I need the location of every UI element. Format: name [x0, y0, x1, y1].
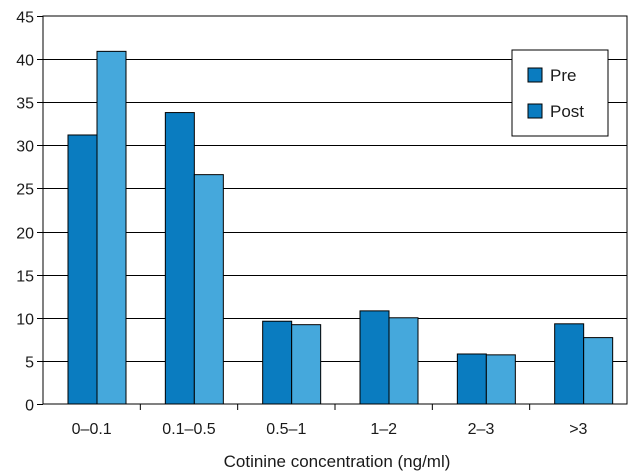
bar-pre-2 — [262, 320, 293, 405]
y-tick-label: 20 — [16, 226, 34, 243]
bar-pre-3 — [359, 310, 390, 405]
x-axis-label: Cotinine concentration (ng/ml) — [224, 452, 451, 471]
bar-post-3 — [388, 317, 419, 405]
x-tick-label: >3 — [569, 421, 587, 438]
legend-label-post: Post — [550, 102, 584, 121]
bar-post-5 — [583, 337, 614, 405]
bar-post-2 — [291, 324, 322, 405]
x-axis: 0–0.1 0.1–0.5 0.5–1 1–2 2–3 >3 — [72, 404, 588, 438]
y-tick-label: 35 — [16, 96, 34, 113]
y-tick-label: 15 — [16, 269, 34, 286]
y-tick-label: 40 — [16, 53, 34, 70]
x-tick-label: 1–2 — [370, 421, 397, 438]
bar-post-1 — [193, 174, 224, 405]
x-tick-label: 0.5–1 — [266, 421, 306, 438]
y-axis: 0 5 10 15 20 25 30 35 40 45 — [16, 10, 43, 415]
bar-post-0 — [96, 50, 127, 405]
bar-pre-0 — [67, 134, 98, 405]
bar-pre-5 — [554, 323, 585, 405]
legend-swatch-pre — [527, 67, 543, 83]
y-tick-label: 10 — [16, 312, 34, 329]
y-tick-label: 5 — [25, 355, 34, 372]
y-tick-label: 25 — [16, 182, 34, 199]
y-tick-label: 45 — [16, 10, 34, 27]
bar-pre-4 — [456, 353, 487, 405]
legend-box — [511, 49, 609, 137]
legend: Pre Post — [511, 49, 609, 137]
legend-swatch-post — [527, 103, 543, 119]
bar-pre-1 — [164, 112, 195, 405]
x-tick-label: 0–0.1 — [72, 421, 112, 438]
y-tick-label: 30 — [16, 139, 34, 156]
x-tick-label: 0.1–0.5 — [162, 421, 215, 438]
bar-post-4 — [485, 354, 516, 405]
legend-label-pre: Pre — [550, 66, 576, 85]
bars — [67, 50, 614, 405]
y-tick-label: 0 — [25, 398, 34, 415]
x-tick-label: 2–3 — [468, 421, 495, 438]
